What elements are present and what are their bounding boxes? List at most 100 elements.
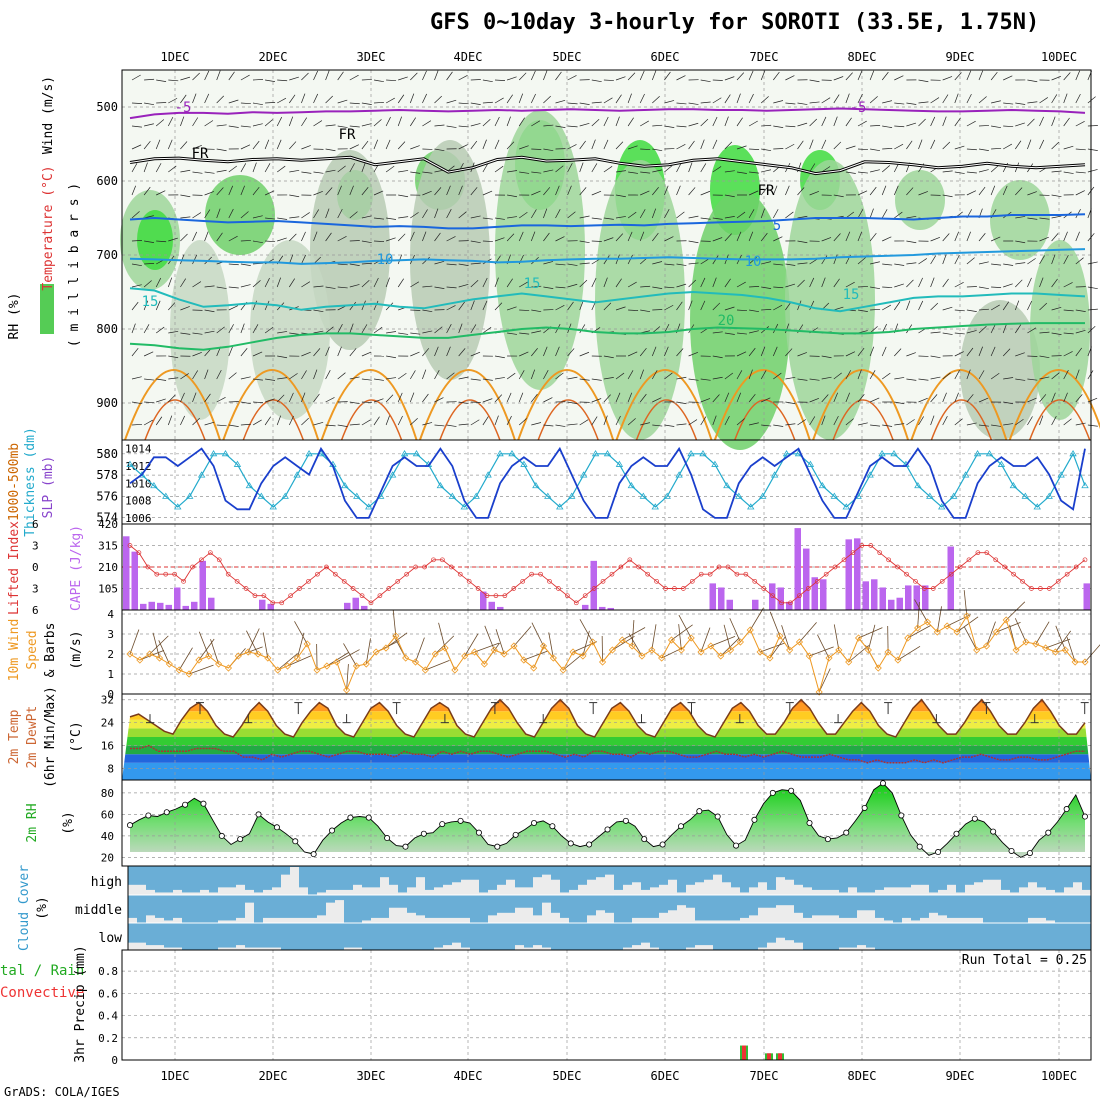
wind-barb — [712, 255, 719, 265]
wind-barb — [724, 94, 731, 104]
wind-barb — [131, 163, 138, 173]
rh-point — [1063, 806, 1070, 813]
cloud-bar-high — [785, 879, 794, 895]
wind-barb — [192, 281, 202, 288]
wind-barb — [785, 263, 796, 266]
wind-barb — [678, 614, 692, 639]
wind-barb — [579, 324, 586, 334]
cloud-bar-high — [389, 884, 398, 895]
cloud-bar-high — [884, 887, 893, 895]
wind-speed-point — [1051, 648, 1060, 656]
wind-barb — [277, 331, 288, 334]
wind-speed-point — [1032, 640, 1040, 648]
wind-speed-point — [480, 660, 488, 668]
thickness-point — [615, 460, 624, 467]
wind-barb — [1051, 116, 1056, 127]
lifted-index-point — [493, 593, 499, 599]
thickness-point — [639, 492, 648, 499]
wind-barb — [531, 422, 542, 426]
lifted-index-point — [957, 564, 963, 570]
wind-barb — [894, 377, 905, 380]
lifted-index-point — [288, 593, 294, 599]
wind-barb — [700, 217, 711, 220]
wind-barb — [966, 309, 977, 312]
wind-barb — [494, 415, 499, 426]
wind-barb — [349, 323, 354, 334]
wind-barb — [240, 102, 251, 105]
wind-barb — [1039, 236, 1049, 242]
wind-barb — [240, 163, 247, 173]
wind-barb — [579, 140, 586, 150]
wind-barb — [1027, 79, 1038, 83]
wind-barb — [470, 140, 478, 150]
contour-FR-inner — [129, 156, 1086, 175]
wind-barb — [313, 285, 324, 288]
wind-barb — [240, 185, 245, 196]
cloud-bar-middle — [236, 917, 245, 923]
wind-barb — [821, 415, 826, 426]
wind-barb — [410, 117, 417, 127]
lifted-index-point — [1046, 586, 1052, 591]
cloud-bar-middle — [515, 907, 524, 923]
cloud-bar-high — [749, 887, 758, 895]
wind-barb — [531, 190, 541, 196]
wind-barb — [325, 169, 336, 173]
wind-barb — [277, 653, 298, 671]
wind-barb — [518, 72, 527, 81]
wind-barb — [591, 398, 602, 403]
wind-barb — [869, 397, 880, 403]
cloud-bar-low — [137, 942, 146, 950]
y-tick-label: 0 — [111, 1054, 118, 1067]
wind-barb — [639, 369, 644, 380]
wind-barb — [591, 190, 602, 196]
wind-barb — [470, 378, 481, 381]
rh-point — [586, 841, 593, 848]
wind-barb — [700, 101, 711, 104]
wind-barb — [495, 629, 505, 655]
wind-barb — [446, 286, 457, 289]
wind-barb — [301, 370, 307, 380]
thickness-point — [556, 503, 564, 510]
wind-barb — [833, 392, 839, 403]
wind-barb — [797, 352, 807, 357]
wind-barb — [518, 211, 528, 219]
wind-barb — [519, 281, 528, 288]
wind-barb — [1027, 258, 1036, 265]
wind-barb — [749, 330, 759, 334]
cloud-bar-low — [452, 942, 461, 950]
wind-speed-point — [579, 652, 587, 660]
wind-barb — [458, 323, 463, 334]
cloud-label-low: low — [99, 931, 123, 946]
wind-barb — [446, 236, 456, 242]
lifted-index-point — [270, 600, 276, 606]
wind-barb — [543, 397, 553, 403]
lifted-index-point — [886, 557, 891, 563]
wind-barb — [664, 286, 675, 289]
y-tick-label: 1 — [107, 668, 114, 681]
wind-barb — [277, 97, 287, 104]
wind-barb — [688, 419, 698, 426]
wind-barb — [748, 347, 756, 357]
wind-barb — [761, 424, 772, 427]
thickness-point — [938, 503, 946, 510]
wind-barb — [700, 79, 711, 83]
cloud-bar-high — [875, 889, 884, 895]
wind-barb — [857, 190, 868, 196]
wind-barb — [204, 231, 209, 242]
wind-barb — [1063, 231, 1068, 242]
cloud-bar-middle — [245, 902, 254, 923]
thickness-point — [675, 471, 683, 478]
wind-barb — [639, 393, 647, 403]
wind-barb — [296, 632, 305, 659]
temp-band — [122, 699, 1091, 703]
contour-label: 10 — [377, 252, 394, 268]
precip-legend-total-rain: tal / Rain — [0, 963, 84, 979]
wind-barb — [627, 145, 638, 150]
wind-barb — [415, 637, 425, 663]
wind-barb — [325, 232, 332, 242]
wind-barb — [422, 369, 427, 380]
rh-point — [182, 801, 189, 808]
wind-barb — [204, 285, 215, 288]
cloud-bar-high — [650, 887, 659, 895]
wind-barb — [361, 187, 369, 196]
